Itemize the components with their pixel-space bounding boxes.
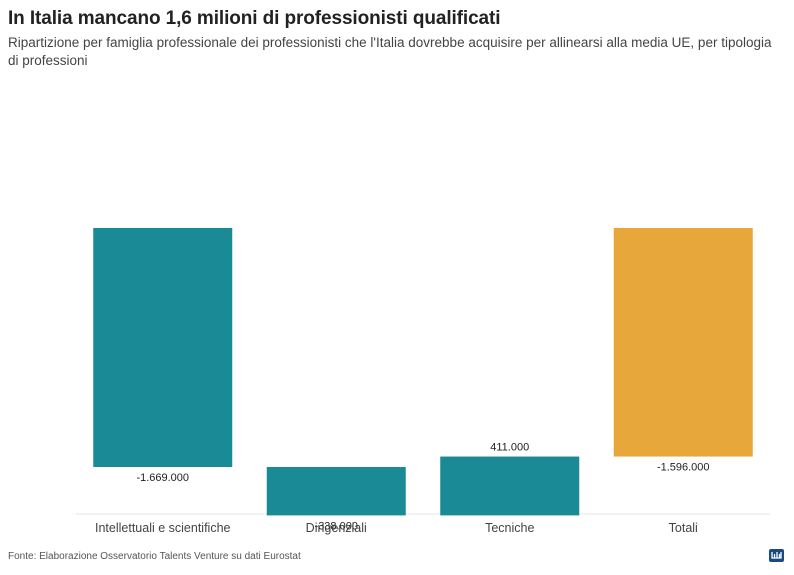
value-label: -1.596.000 [657, 462, 710, 474]
x-tick-label: Tecniche [485, 521, 534, 535]
value-label: 411.000 [490, 442, 529, 454]
source-footer: Fonte: Elaborazione Osservatorio Talents… [8, 551, 301, 562]
datawrapper-logo-icon[interactable] [769, 549, 784, 562]
value-label: -338.000 [315, 520, 358, 532]
bar-tecniche [440, 456, 580, 516]
x-tick-label: Totali [669, 521, 698, 535]
bar-intellettuali-e-scientifiche [93, 228, 233, 467]
chart-subtitle: Ripartizione per famiglia professionale … [8, 35, 772, 68]
bar-dirigenziali [266, 467, 406, 516]
bar-totali [613, 228, 753, 457]
x-tick-label: Intellettuali e scientifiche [95, 521, 231, 535]
value-label: -1.669.000 [136, 472, 189, 484]
chart-title: In Italia mancano 1,6 milioni di profess… [8, 8, 501, 29]
x-tick-label: Dirigenziali [306, 521, 367, 535]
